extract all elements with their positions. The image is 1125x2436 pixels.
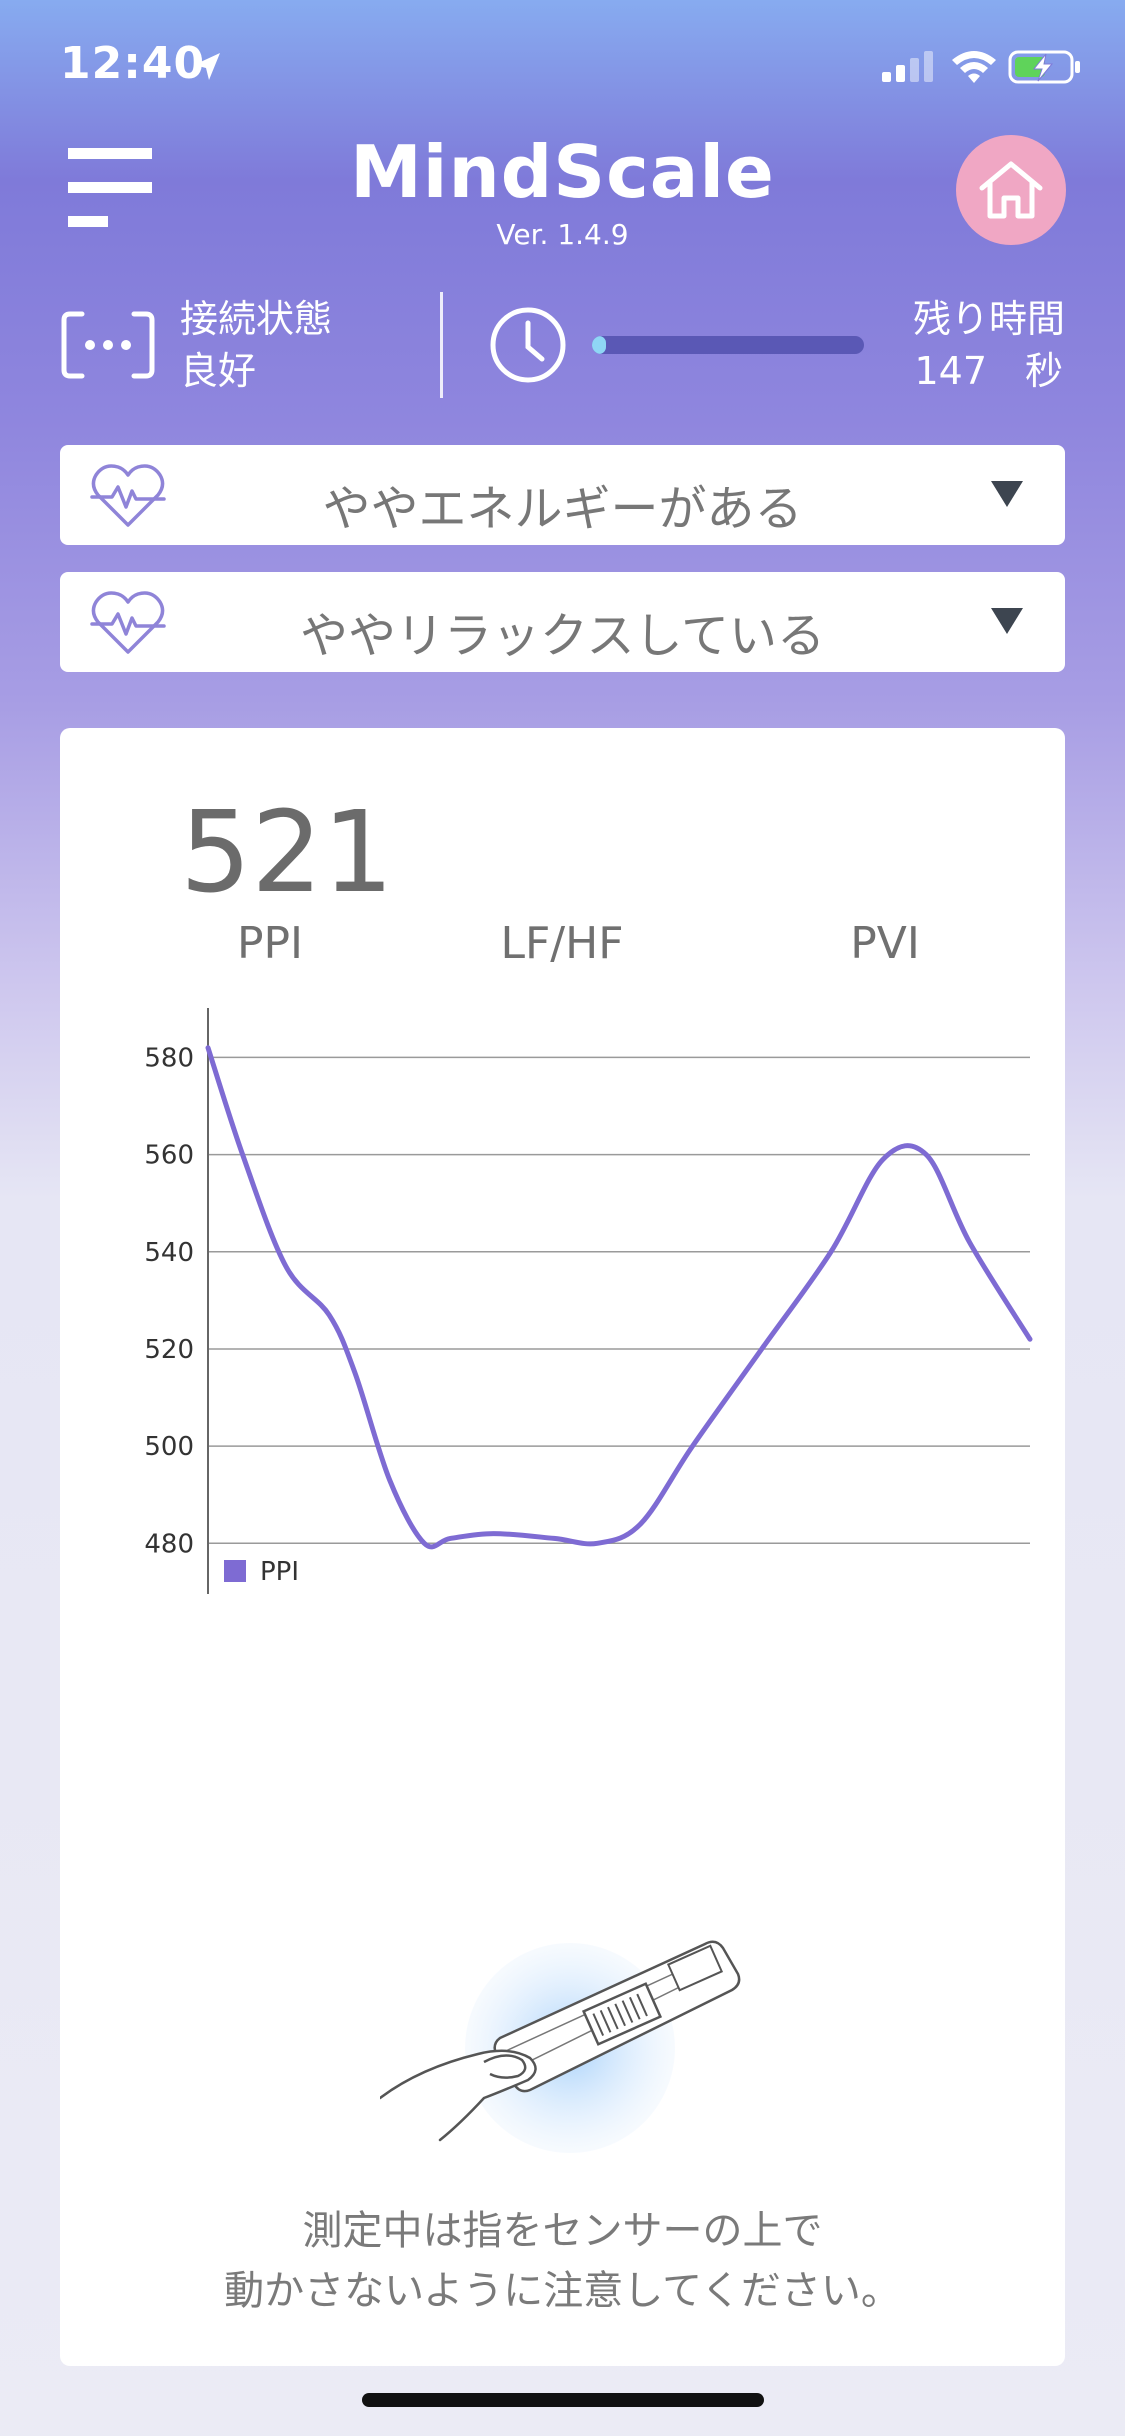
signal-icon [882, 51, 933, 82]
home-button[interactable] [956, 135, 1066, 245]
heart-pulse-icon [90, 591, 166, 654]
relaxation-level-value: ややリラックスしている [299, 608, 826, 664]
app-title: MindScale [350, 130, 775, 214]
y-tick-label: 500 [144, 1432, 194, 1462]
progress-fill [592, 336, 606, 354]
instruction-text-line-1: 測定中は指をセンサーの上で [302, 2208, 823, 2254]
remaining-time-progress [592, 336, 864, 354]
measurement-card: 521 PPI LF/HF PVI 480 500 520 540 560 580 PPI [60, 728, 1065, 2366]
home-icon [979, 161, 1043, 219]
current-metric-value: 521 [180, 788, 394, 918]
series-line-ppi [205, 1045, 1033, 1550]
caret-down-icon [991, 608, 1023, 634]
info-divider [440, 292, 443, 398]
home-indicator[interactable] [362, 2393, 764, 2407]
tab-ppi[interactable]: PPI [236, 918, 304, 969]
tab-lfhf[interactable]: LF/HF [500, 918, 624, 969]
connection-status-icon [61, 311, 155, 379]
connection-label: 接続状態 [180, 297, 333, 341]
heart-pulse-icon [90, 464, 166, 527]
energy-level-value: ややエネルギーがある [322, 481, 803, 537]
energy-level-dropdown[interactable]: ややエネルギーがある [60, 445, 1065, 545]
chart-gridlines [208, 1056, 1030, 1545]
ppi-line-chart: 480 500 520 540 560 580 PPI [144, 1008, 1033, 1594]
clock-icon [490, 307, 566, 383]
y-tick-label: 540 [144, 1238, 194, 1268]
instruction-text-line-2: 動かさないように注意してください。 [224, 2268, 901, 2314]
status-time: 12:40 [60, 38, 206, 89]
relaxation-level-dropdown[interactable]: ややリラックスしている [60, 572, 1065, 672]
connection-value: 良好 [180, 349, 257, 393]
chart-y-ticks: 480 500 520 540 560 580 [144, 1043, 194, 1559]
app-version: Ver. 1.4.9 [496, 218, 629, 251]
tab-pvi[interactable]: PVI [850, 918, 920, 969]
battery-charging-icon [1008, 50, 1080, 84]
y-tick-label: 480 [144, 1529, 194, 1559]
y-tick-label: 560 [144, 1141, 194, 1171]
menu-icon[interactable] [66, 146, 154, 230]
remaining-time-value: 147 秒 [914, 349, 1063, 393]
wifi-icon [952, 51, 996, 83]
legend-swatch-ppi [224, 1560, 246, 1582]
remaining-time-label: 残り時間 [912, 297, 1065, 341]
legend-label-ppi: PPI [260, 1557, 299, 1587]
caret-down-icon [991, 481, 1023, 507]
y-tick-label: 580 [144, 1043, 194, 1073]
finger-sensor-illustration [380, 1940, 741, 2153]
status-bar: 12:40 [0, 0, 1125, 140]
location-arrow-icon [194, 53, 220, 80]
y-tick-label: 520 [144, 1335, 194, 1365]
